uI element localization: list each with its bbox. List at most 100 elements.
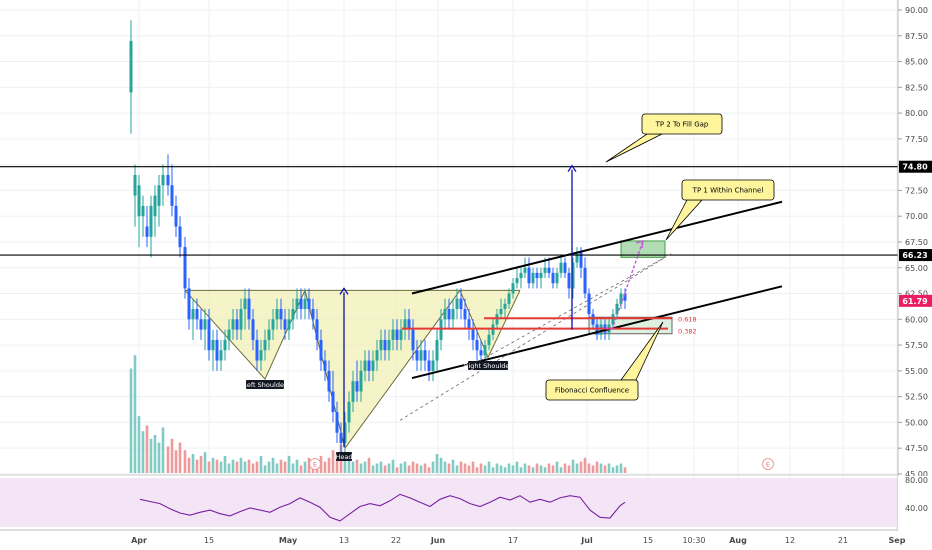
candle-body (251, 319, 255, 340)
volume-bar (463, 463, 467, 473)
price-tick-label: 77.50 (905, 135, 928, 144)
candle-body (166, 174, 170, 186)
volume-bar (183, 450, 187, 473)
fib-level-0.618: 0.618 (678, 315, 697, 323)
volume-bar (591, 465, 595, 473)
volume-bar (479, 463, 483, 473)
candle-body (431, 360, 435, 371)
volume-bar (363, 461, 367, 473)
volume-bar (243, 461, 247, 473)
candle-body (491, 324, 495, 335)
candle-body (395, 329, 399, 340)
volume-bar (215, 459, 219, 473)
volume-bar (467, 465, 471, 473)
volume-bar (539, 465, 543, 473)
rsi-axis: 80.00 40.00 (898, 476, 932, 530)
candle-body (403, 319, 407, 330)
volume-bar (178, 442, 182, 473)
candle-body (579, 252, 583, 268)
price-tick-label: 45.00 (905, 470, 928, 479)
volume-bar (563, 463, 567, 473)
candle-body (379, 339, 383, 351)
price-tick-label: 47.50 (905, 444, 928, 453)
time-axis[interactable]: Apr 15 May 13 22 Jun 17 Jul 15 10:30 Aug 12 21 Sep (0, 529, 932, 550)
volume-bar (523, 463, 527, 473)
candle-body (191, 308, 195, 320)
volume-bar (511, 465, 515, 473)
candle-body (227, 329, 231, 340)
candle-body (439, 319, 443, 340)
earnings-marker-text: E (313, 461, 317, 469)
volume-bar (547, 463, 551, 473)
rsi-panel-background (0, 478, 898, 527)
candle-body (235, 319, 239, 330)
price-tick-label: 90.00 (905, 6, 928, 15)
candle-body (170, 185, 174, 206)
candle-body (503, 303, 507, 309)
volume-bar (515, 461, 519, 473)
drawing-lines (0, 164, 898, 448)
volume-bar (487, 461, 491, 473)
volume-bar (579, 461, 583, 473)
earnings-marker (762, 458, 774, 470)
volume-bar (195, 459, 199, 473)
time-tick-label: Jul (580, 536, 593, 545)
volume-bar (227, 463, 231, 473)
time-tick-label: 15 (643, 536, 653, 545)
candle-body (303, 298, 307, 309)
candle-body (207, 319, 211, 351)
volume-bar (133, 355, 137, 473)
candle-body (483, 345, 487, 356)
candle-body (307, 298, 311, 309)
volume-bar (527, 465, 531, 473)
volume-bar (603, 465, 607, 473)
candle-body (183, 247, 187, 289)
candle-body (359, 370, 363, 392)
volume-bar (161, 427, 165, 473)
candle-body (615, 303, 619, 315)
head-label: Head (336, 453, 353, 461)
candle-body (199, 319, 203, 330)
time-tick-label: Aug (729, 536, 747, 545)
time-tick-label: Sep (889, 536, 906, 545)
candle-body (571, 262, 575, 289)
volume-bar (451, 459, 455, 473)
candle-body (195, 308, 199, 320)
volume-bar (153, 435, 157, 473)
volume-bar (415, 463, 419, 473)
volume-bar (327, 457, 331, 473)
tp1-callout-pointer (665, 199, 703, 241)
candle-body (419, 350, 423, 361)
tp2-callout-pointer (605, 133, 663, 163)
volume-bar (571, 459, 575, 473)
volume-bar (207, 461, 211, 473)
volume-bar (291, 463, 295, 473)
candle-body (563, 262, 567, 273)
volume-bar (607, 463, 611, 473)
volume-bar (599, 463, 603, 473)
gap-target-arrow-head (567, 164, 577, 173)
candle-body (311, 308, 315, 320)
channel-upper-line (411, 200, 783, 295)
candle-body (475, 339, 479, 351)
candle-body (611, 314, 615, 325)
volume-bar (583, 457, 587, 473)
candle-body (141, 205, 145, 217)
head-label-bg (336, 452, 352, 461)
price-axis[interactable]: 90.0087.5085.0082.5080.0077.5075.0072.50… (897, 0, 932, 530)
volume-bar (149, 438, 153, 473)
volume-bar (166, 446, 170, 473)
candle-body (427, 360, 431, 371)
volume-bar (145, 425, 149, 473)
candle-body (215, 339, 219, 361)
candle-body (291, 308, 295, 320)
earnings-marker (309, 458, 321, 470)
rsi-axis-background (898, 476, 932, 530)
candle-body (259, 350, 263, 361)
candle-body (315, 319, 319, 340)
price-tick-label: 62.50 (905, 290, 928, 299)
price-tick-label: 50.00 (905, 418, 928, 427)
volume-bar (407, 465, 411, 473)
candle-body (145, 226, 149, 237)
